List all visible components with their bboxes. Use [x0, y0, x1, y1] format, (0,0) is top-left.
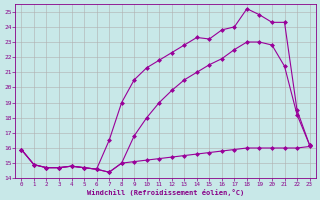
X-axis label: Windchill (Refroidissement éolien,°C): Windchill (Refroidissement éolien,°C): [87, 189, 244, 196]
